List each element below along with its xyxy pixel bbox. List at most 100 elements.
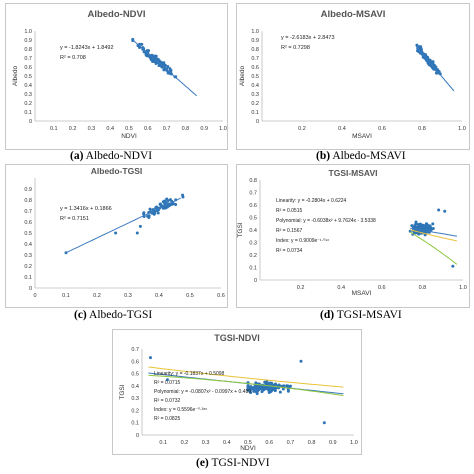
data-point xyxy=(421,223,425,227)
x-tick-label: 1.0 xyxy=(458,126,466,132)
equation-text: R² = 0.0715 xyxy=(154,380,180,386)
x-tick-label: 0.9 xyxy=(200,126,208,132)
data-point xyxy=(299,359,303,363)
caption-c-letter: (c) xyxy=(74,309,87,321)
data-point xyxy=(273,382,277,386)
data-point xyxy=(181,195,185,199)
equation-text: R² = 0.0825 xyxy=(154,416,180,422)
data-point xyxy=(270,381,274,385)
chart-title: Albedo-TGSI xyxy=(91,166,142,176)
equation-text: Polynomial: y = -0.6038x² + 9.7624x - 3.… xyxy=(276,218,376,224)
x-tick-label: 0.5 xyxy=(186,293,194,299)
data-point xyxy=(252,385,256,389)
y-tick-label: 0.7 xyxy=(131,347,139,353)
x-tick-label: 1.0 xyxy=(459,285,467,291)
data-point xyxy=(142,212,146,216)
chart-title: TGSI-MSAVI xyxy=(329,168,378,178)
data-point xyxy=(415,43,419,47)
data-point xyxy=(165,378,169,382)
trendline-linear xyxy=(65,197,181,254)
x-axis-label: NDVI xyxy=(121,133,137,140)
y-tick-label: 0.3 xyxy=(24,92,32,98)
y-tick-label: 0.5 xyxy=(251,74,259,80)
data-point xyxy=(451,264,455,268)
x-axis-label: MSAVI xyxy=(352,133,372,140)
y-tick-label: 0.8 xyxy=(249,178,257,184)
chart-albedo-ndvi: Albedo-NDVI 0 0.1 0.2 0.3 0.4 0.5 0.6 0.7 0.8 0.9 1… xyxy=(12,9,227,140)
y-tick-label: 0.1 xyxy=(249,266,257,272)
panel-frame-a xyxy=(5,3,228,150)
caption-b-letter: (b) xyxy=(316,150,331,162)
y-tick-label: 0.1 xyxy=(24,110,32,116)
y-tick-label: 0.3 xyxy=(251,92,259,98)
data-point xyxy=(166,65,170,69)
y-tick-label: 0.1 xyxy=(251,110,259,116)
y-tick-label: 0.8 xyxy=(24,198,32,204)
caption-c: (c) Albedo-TGSI xyxy=(74,309,152,321)
data-point xyxy=(282,384,286,388)
caption-b: (b) Albedo-MSAVI xyxy=(316,150,406,162)
data-point xyxy=(148,356,152,360)
y-tick-label: 0.4 xyxy=(251,83,259,89)
data-point xyxy=(255,392,259,396)
data-point xyxy=(156,211,160,215)
x-tick-label: 0.8 xyxy=(418,126,426,132)
equation-text: Linearity: y = -0.1837x + 0.5098 xyxy=(154,371,225,377)
y-tick-label: 0.6 xyxy=(131,359,139,365)
caption-a: (a) Albedo-NDVI xyxy=(70,150,152,162)
x-tick-label: 0.4 xyxy=(223,440,231,446)
x-tick-label: 0.6 xyxy=(265,440,273,446)
caption-b-text: Albedo-MSAVI xyxy=(332,150,406,162)
data-point xyxy=(425,222,429,226)
y-tick-label: 0.7 xyxy=(24,209,32,215)
caption-e-text: TGSI-NDVI xyxy=(211,457,270,469)
equation-text: Index: y = 0.5596e⁻⁰·³⁸ˣ xyxy=(154,407,207,413)
x-tick-label: 0.5 xyxy=(244,440,252,446)
y-tick-label: 0.5 xyxy=(131,372,139,378)
x-tick-label: 0.9 xyxy=(329,440,337,446)
data-point xyxy=(286,388,290,392)
trendline-linear xyxy=(410,227,457,237)
y-tick-label: 0.3 xyxy=(131,396,139,402)
x-tick-label: 0.4 xyxy=(338,126,346,132)
caption-d-text: TGSI-MSAVI xyxy=(336,309,402,321)
data-point xyxy=(166,199,170,203)
data-point xyxy=(249,391,253,394)
x-tick-label: 0 xyxy=(33,293,36,299)
chart-albedo-msavi: Albedo-MSAVI 0 0.1 0.2 0.3 0.4 0.5 0.6 0.7 0.8 0.9… xyxy=(239,9,466,140)
chart-tgsi-ndvi: TGSI-NDVI 0 0.1 0.2 0.3 0.4 0.5 0.6 0.7 0.1 0.2 0.3… xyxy=(119,333,358,452)
y-tick-label: 1.0 xyxy=(251,29,259,35)
x-tick-label: 0.4 xyxy=(106,126,114,132)
y-tick-label: 0.2 xyxy=(131,408,139,414)
y-axis-label: Albedo xyxy=(239,66,246,87)
x-tick-label: 0.1 xyxy=(159,440,167,446)
trendline-polynomial xyxy=(148,374,344,396)
y-tick-label: 0.3 xyxy=(24,253,32,259)
data-point xyxy=(169,68,173,72)
x-tick-label: 0.3 xyxy=(124,293,132,299)
y-tick-label: 0.2 xyxy=(24,264,32,270)
chart-albedo-tgsi: Albedo-TGSI 0 0.1 0.2 0.3 0.4 0.5 0.6 0.7 0.8 0.9 0… xyxy=(24,166,224,299)
equation-text: R² = 0.0734 xyxy=(276,248,302,254)
x-tick-label: 0.1 xyxy=(62,293,70,299)
data-point xyxy=(261,385,265,389)
x-tick-label: 0.2 xyxy=(69,126,77,132)
data-point xyxy=(156,58,160,62)
x-tick-label: 0.4 xyxy=(155,293,163,299)
x-tick-label: 0.8 xyxy=(308,440,316,446)
y-tick-label: 0.3 xyxy=(249,241,257,247)
data-point xyxy=(258,385,262,389)
equation-text: Linearity: y = -0.2804x + 0.6224 xyxy=(276,198,347,204)
y-tick-label: 0.5 xyxy=(249,216,257,222)
caption-a-letter: (a) xyxy=(70,150,84,162)
x-tick-label: 1.0 xyxy=(219,126,227,132)
data-point xyxy=(174,202,178,206)
trendline-linear xyxy=(132,39,198,97)
data-point xyxy=(114,231,118,235)
y-tick-label: 0.9 xyxy=(251,38,259,44)
y-tick-label: 0.4 xyxy=(131,384,139,390)
y-tick-label: 0.1 xyxy=(24,275,32,281)
data-point xyxy=(135,231,139,235)
data-point xyxy=(163,206,167,210)
data-point xyxy=(417,232,421,236)
